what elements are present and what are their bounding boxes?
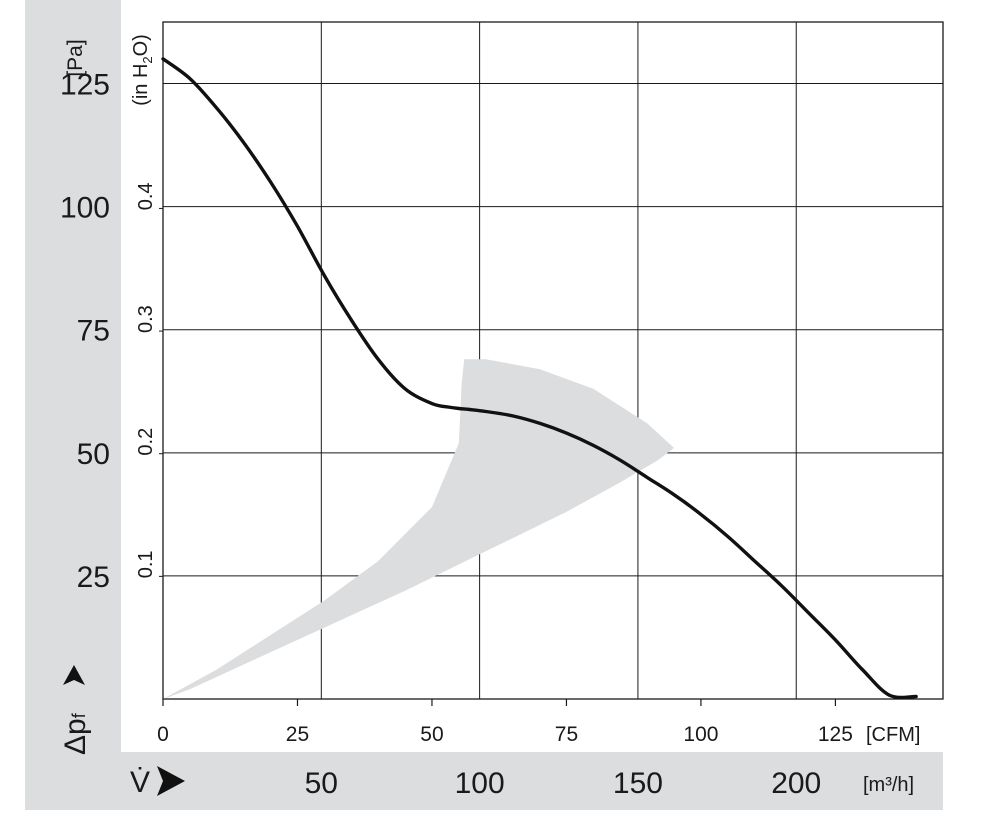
left-axis-tick-label: 125 [60, 69, 110, 102]
m3h-axis-tick-label: 100 [455, 767, 505, 800]
left-axis-tick-label: 25 [77, 561, 110, 594]
m3h-axis-tick-label: 150 [613, 767, 663, 800]
cfm-axis-tick-label: 0 [157, 723, 169, 746]
cfm-axis-tick-label: 50 [420, 723, 443, 746]
left-axis-band [25, 0, 121, 810]
left-axis-tick-label: 75 [77, 315, 110, 348]
cfm-axis-tick-label: 75 [555, 723, 578, 746]
cfm-axis-tick-label: 25 [286, 723, 309, 746]
pressure-symbol: Δpf [59, 665, 92, 755]
pressure-arrow-icon [63, 665, 85, 685]
bottom-axis-band [121, 752, 943, 810]
cfm-axis-unit: [CFM] [866, 724, 920, 746]
inner-axis-ticks: 0.1 0.2 0.3 0.4 [135, 182, 163, 578]
flow-arrow-icon [157, 766, 185, 796]
m3h-axis-ticks: 50 100 150 200 [305, 767, 822, 800]
left-axis-tick-label: 50 [77, 438, 110, 471]
inner-axis-tick-label: 0.3 [135, 305, 157, 333]
m3h-axis-tick-label: 200 [771, 767, 821, 800]
pressure-curve [161, 57, 918, 700]
cfm-axis-tick-label: 100 [683, 723, 718, 746]
left-axis-unit: [Pa] [64, 39, 87, 76]
inner-axis-tick-label: 0.2 [135, 428, 157, 456]
inner-axis-tick-label: 0.4 [135, 182, 157, 210]
flow-symbol: V̇ [130, 766, 150, 799]
cfm-axis-tick-label: 125 [818, 723, 853, 746]
m3h-axis-tick-label: 50 [305, 767, 338, 800]
inner-axis-unit: (in H2O) [130, 34, 155, 106]
left-axis-tick-label: 100 [60, 192, 110, 225]
grid-lines [163, 22, 943, 699]
cfm-axis-ticks: 0 25 50 75 100 125 [157, 699, 853, 746]
m3h-axis-unit: [m³/h] [863, 774, 914, 796]
operating-region [163, 359, 674, 699]
svg-text:Δpf: Δpf [59, 712, 92, 755]
plot-frame [162, 21, 944, 700]
left-axis-ticks: 25 50 75 100 125 [60, 69, 110, 594]
inner-axis-tick-label: 0.1 [135, 550, 157, 578]
